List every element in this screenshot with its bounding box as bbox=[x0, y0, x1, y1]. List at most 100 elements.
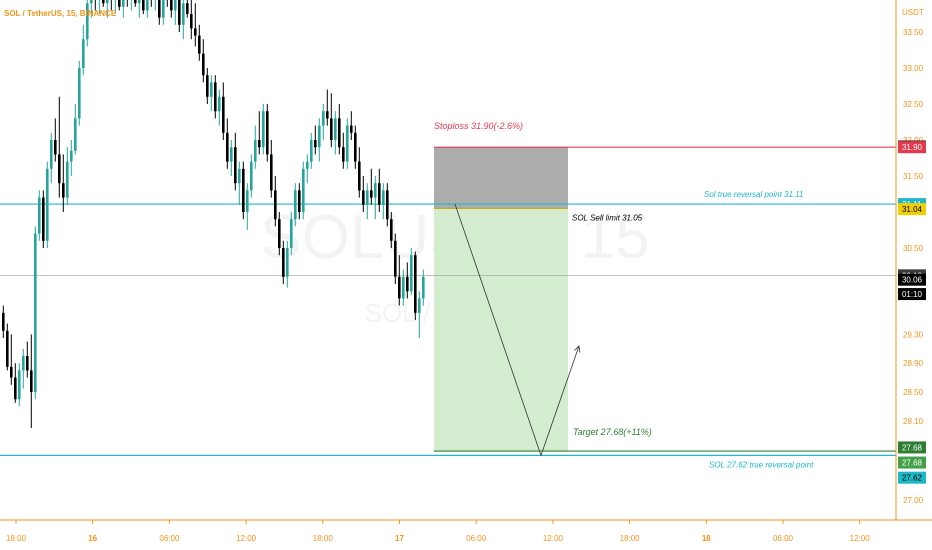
candle bbox=[106, 0, 109, 18]
candle-body bbox=[398, 276, 401, 299]
candle bbox=[206, 68, 209, 104]
candle bbox=[402, 269, 405, 306]
x-tick-label: 17 bbox=[395, 534, 404, 543]
candle-body bbox=[82, 39, 85, 68]
candle bbox=[42, 190, 45, 248]
candle-body bbox=[302, 168, 305, 212]
price-axis[interactable]: USDT 33.5033.0032.5032.0031.5030.5029.30… bbox=[895, 0, 926, 520]
candle-body bbox=[338, 118, 341, 148]
candle bbox=[314, 125, 317, 155]
candle-body bbox=[106, 0, 109, 4]
candle-body bbox=[50, 140, 53, 169]
candle-body bbox=[158, 0, 161, 18]
y-tick-label: 33.50 bbox=[903, 28, 924, 37]
candle bbox=[102, 0, 105, 7]
candle-body bbox=[222, 96, 225, 133]
candle-body bbox=[262, 111, 265, 148]
y-tick-label: 29.30 bbox=[903, 330, 924, 339]
candle-body bbox=[10, 366, 13, 378]
candle-body bbox=[298, 190, 301, 212]
candle bbox=[62, 154, 65, 212]
candle bbox=[58, 96, 61, 198]
reversal-top-label: Sol true reversal point 31.11 bbox=[704, 190, 803, 199]
price-tag: 01:10 bbox=[898, 288, 926, 301]
candle-body bbox=[182, 3, 185, 25]
candle-body bbox=[78, 68, 81, 119]
candle bbox=[142, 0, 145, 14]
candle bbox=[34, 226, 37, 400]
candle bbox=[126, 0, 128, 7]
candle-body bbox=[226, 132, 229, 162]
candle bbox=[418, 291, 421, 338]
candle bbox=[218, 89, 221, 126]
candle-body bbox=[14, 377, 17, 400]
candles bbox=[2, 0, 425, 428]
candle bbox=[186, 0, 189, 18]
candle bbox=[310, 132, 313, 169]
candle bbox=[114, 0, 116, 14]
candle bbox=[350, 111, 353, 140]
candle bbox=[214, 75, 217, 119]
candle bbox=[162, 0, 165, 25]
candle bbox=[422, 269, 425, 306]
candle bbox=[410, 248, 413, 295]
candle bbox=[138, 0, 141, 18]
candle bbox=[198, 24, 201, 61]
candle bbox=[166, 0, 168, 7]
candle bbox=[98, 0, 100, 14]
x-tick-label: 18 bbox=[702, 534, 711, 543]
projection-polyline bbox=[454, 203, 579, 457]
price-tag: 31.04 bbox=[898, 203, 926, 216]
price-tag-text: 31.04 bbox=[902, 205, 923, 214]
candle-body bbox=[418, 298, 421, 313]
time-axis[interactable]: 18:00 16 06:00 12:00 18:00 17 06:00 12:00 18:00 1… bbox=[0, 519, 932, 543]
candle-body bbox=[326, 111, 329, 119]
candle-body bbox=[422, 276, 425, 299]
candle bbox=[242, 161, 245, 220]
candle bbox=[46, 161, 49, 248]
candle-body bbox=[202, 53, 205, 76]
price-tag-bg bbox=[898, 203, 926, 216]
candle bbox=[130, 0, 132, 11]
candle bbox=[366, 183, 369, 220]
x-tick-label: 12:00 bbox=[236, 534, 257, 543]
candle bbox=[22, 348, 25, 389]
candle-body bbox=[374, 183, 377, 198]
candle bbox=[66, 147, 69, 205]
candle-body bbox=[162, 0, 165, 18]
candle-body bbox=[186, 3, 189, 15]
y-tick-label: 27.00 bbox=[903, 496, 924, 505]
candle-body bbox=[66, 161, 69, 198]
candle bbox=[346, 118, 349, 169]
candle-body bbox=[122, 0, 125, 7]
candle-body bbox=[198, 35, 201, 54]
candle bbox=[382, 183, 385, 220]
candle-body bbox=[218, 96, 221, 112]
candle bbox=[94, 0, 96, 11]
candle bbox=[90, 0, 93, 18]
candle bbox=[238, 161, 241, 205]
candle-body bbox=[290, 219, 293, 248]
candle-body bbox=[6, 330, 9, 367]
candle bbox=[378, 168, 381, 212]
candle bbox=[122, 0, 125, 18]
price-tag-text: 27.68 bbox=[902, 443, 923, 452]
candle bbox=[406, 262, 409, 299]
candle bbox=[110, 0, 112, 11]
x-tick-label: 12:00 bbox=[850, 534, 871, 543]
y-tick-label: 33.00 bbox=[903, 64, 924, 73]
candle bbox=[334, 111, 337, 155]
candle bbox=[178, 0, 181, 32]
candle-body bbox=[214, 82, 217, 112]
annotation-labels: Stoploss 31.90(-2.6%) SOL Sell limit 31.0… bbox=[434, 121, 814, 469]
stoploss-label: Stoploss 31.90(-2.6%) bbox=[434, 121, 523, 131]
candle bbox=[294, 183, 297, 227]
candle-body bbox=[2, 312, 5, 331]
candle-body bbox=[362, 190, 365, 205]
candle bbox=[14, 363, 17, 403]
candle-body bbox=[18, 370, 21, 400]
candle-body bbox=[390, 219, 393, 241]
candle-body bbox=[34, 233, 37, 392]
